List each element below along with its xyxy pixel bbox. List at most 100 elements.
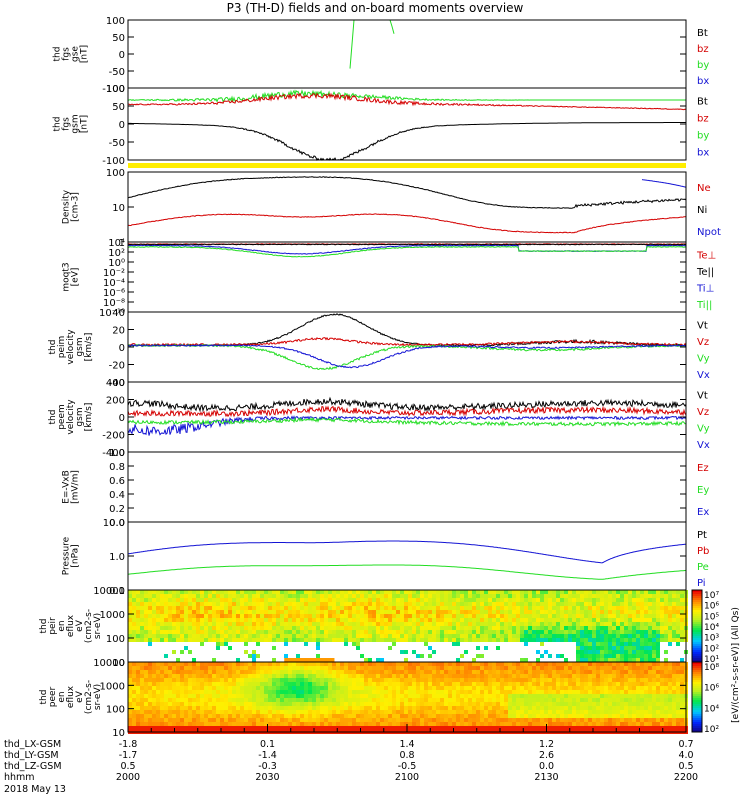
density-ne-line xyxy=(127,213,687,234)
temperature-ytick-4: 10⁻⁴ xyxy=(103,278,125,289)
e-field-legend-Ey: Ey xyxy=(697,485,709,496)
fgs-gse-ytick-0: 100 xyxy=(106,16,125,27)
density-ylabel-line-0: Density xyxy=(62,189,72,224)
peim-vt-line xyxy=(127,313,687,347)
peem-velocity-ylabel: thd peem velocity gsm [km/s] xyxy=(48,399,94,435)
peer-spectrogram-ylabel-line-2: en xyxy=(57,691,67,702)
peir-spectrogram-cbtick-3: 10⁴ xyxy=(704,623,719,633)
fgs-gsm-legend-bz: bz xyxy=(697,114,709,125)
peir-spectrogram-ylabel-line-3: eflux xyxy=(66,614,76,637)
peem-velocity-legend-Vt: Vt xyxy=(697,390,708,401)
temp-ti-par-line xyxy=(127,246,687,258)
peem-vz-line xyxy=(127,405,687,418)
fgs-gsm-legend-Bt: Bt xyxy=(697,97,708,108)
peer-spectrogram-cbtick-0: 10⁸ xyxy=(704,663,719,673)
fgs-gse-ylabel-line-3: [nT] xyxy=(80,45,90,63)
peim-vx-line xyxy=(127,343,687,369)
e-field-ytick-4: 0.2 xyxy=(109,504,125,515)
e-field-legend-Ex: Ex xyxy=(697,507,709,518)
density-ylabel: Density [cm-3] xyxy=(62,189,81,224)
yellow-status-bar xyxy=(128,163,686,168)
peim-velocity-ytick-4: -40 xyxy=(109,378,125,389)
xaxis-row-3-value-1: 2030 xyxy=(255,772,279,783)
temperature-legend-Ti⊥: Ti⊥ xyxy=(696,283,714,294)
temperature-legend-Ti||: Ti|| xyxy=(696,300,712,311)
e-field-ytick-1: 0.8 xyxy=(109,462,125,473)
peer-spectrogram-ytick-0: 10000 xyxy=(93,658,125,669)
peem-velocity-legend-Vx: Vx xyxy=(697,440,710,451)
density-ytick-0: 100 xyxy=(106,168,125,179)
fgs-gse-legend-by: by xyxy=(697,60,709,71)
peem-velocity-ytick-0: 400 xyxy=(106,378,125,389)
fgs-gse-frame xyxy=(127,19,687,89)
pressure-legend-Pb: Pb xyxy=(697,546,709,557)
peir-spectrogram-ylabel: thd peir en eflux eV (cm2-s-sr-eV) xyxy=(39,609,103,643)
temp-te-par-line xyxy=(127,243,687,246)
fgs-gse-ylabel: thd fgs gse [nT] xyxy=(53,45,90,63)
xaxis-row-1-value-2: 0.8 xyxy=(399,750,414,761)
pressure-ytick-2: 0.1 xyxy=(109,586,125,597)
fgs-gse-legend-bz: bz xyxy=(697,44,709,55)
peer-spectrogram-ylabel-line-5: (cm2-s- xyxy=(84,680,94,714)
fgs-gsm-ytick-4: -100 xyxy=(102,156,125,167)
peer-spectrogram-ytick-2: 100 xyxy=(106,705,125,716)
xaxis-row-2-value-3: 0.0 xyxy=(539,761,554,772)
temperature-ylabel-line-1: [eV] xyxy=(71,268,81,287)
fgs-gse-ylabel-line-0: thd xyxy=(53,47,63,62)
fgs-gsm-ytick-0: 100 xyxy=(106,84,125,95)
xaxis-row-3-value-2: 2100 xyxy=(395,772,419,783)
fgs-gsm-ytick-2: 0 xyxy=(119,120,125,131)
fgs-gsm-legend-bx: bx xyxy=(697,148,709,159)
peim-velocity-ytick-0: 40 xyxy=(112,308,125,319)
xaxis-row-0-value-2: 1.4 xyxy=(399,739,414,750)
peir-spectrogram-ylabel-line-1: peir xyxy=(48,617,58,635)
peer-spectrogram-ylabel-line-4: eV xyxy=(75,690,85,703)
peir-spectrogram-ytick-2: 100 xyxy=(106,634,125,645)
temperature-legend-Te⊥: Te⊥ xyxy=(696,250,716,261)
peem-velocity-ylabel-line-1: peem xyxy=(57,404,67,430)
xaxis-row-label-2: thd_LZ-GSM xyxy=(4,761,62,772)
xaxis-row-0-value-1: 0.1 xyxy=(260,739,275,750)
e-field-frame xyxy=(127,451,687,523)
peim-velocity-ytick-3: -20 xyxy=(109,361,125,372)
xaxis-row-0-value-0: -1.8 xyxy=(119,739,138,750)
peim-velocity-ylabel-line-1: peim xyxy=(57,336,67,359)
peem-velocity-ylabel-line-0: thd xyxy=(48,410,58,425)
xaxis-row-3-value-3: 2130 xyxy=(534,772,558,783)
fgs-gse-legend-Bt: Bt xyxy=(697,28,708,39)
temperature-frame xyxy=(127,241,687,313)
peer-spectrogram-cbtick-3: 10² xyxy=(704,725,719,735)
colorbar-label: [eV/(cm²-s-sr-eV)] (All Qs) xyxy=(731,607,741,723)
temperature-ytick-3: 10⁻² xyxy=(103,268,125,279)
fgs-gsm-ylabel: thd fgs gsm [nT] xyxy=(53,114,90,133)
peir-spectrogram-cbtick-6: 10¹ xyxy=(704,655,719,665)
fgs-gsm-by-line xyxy=(127,89,686,103)
peir-spectrogram-cbtick-1: 10⁶ xyxy=(704,602,719,612)
peem-vt-line xyxy=(127,396,687,413)
peer-spectrogram-cbtick-2: 10⁴ xyxy=(704,704,719,714)
peem-velocity-ylabel-line-2: velocity xyxy=(66,399,76,435)
peir-spectrogram-colorbar xyxy=(691,589,703,663)
temp-ti-perp-line xyxy=(127,244,687,255)
density-ytick-1: 10 xyxy=(112,203,125,214)
peir-spectrogram-ylabel-line-6: sr-eV) xyxy=(93,613,103,639)
xaxis-row-3-value-0: 2000 xyxy=(116,772,140,783)
temperature-ytick-6: 10⁻⁸ xyxy=(103,298,125,309)
peem-velocity-ytick-4: -400 xyxy=(102,448,125,459)
temperature-ytick-2: 10⁰ xyxy=(108,258,125,269)
density-ytick-2: 1 xyxy=(119,238,125,249)
peir-spectrogram-ytick-0: 10000 xyxy=(93,586,125,597)
peer-spectrogram-ylabel-line-6: sr-eV) xyxy=(93,684,103,710)
peim-velocity-ytick-1: 20 xyxy=(112,326,125,337)
peir-spectrogram-ytick-1: 1000 xyxy=(100,610,125,621)
peer-spectrogram-ytick-1: 1000 xyxy=(100,681,125,692)
temperature-ytick-7: 10⁻¹⁰ xyxy=(99,308,125,319)
colorbar-label-peir: [eV/(cm²-s-sr-eV)] (All Qs) xyxy=(731,607,741,723)
fgs-gse-legend-bx: bx xyxy=(697,76,709,87)
xaxis-row-1-value-4: 4.0 xyxy=(678,750,693,761)
e-field-ytick-3: 0.4 xyxy=(109,490,125,501)
e-field-ylabel-line-0: E=-VxB xyxy=(62,470,72,504)
temperature-ytick-5: 10⁻⁶ xyxy=(103,288,125,299)
peem-velocity-ytick-1: 200 xyxy=(106,396,125,407)
